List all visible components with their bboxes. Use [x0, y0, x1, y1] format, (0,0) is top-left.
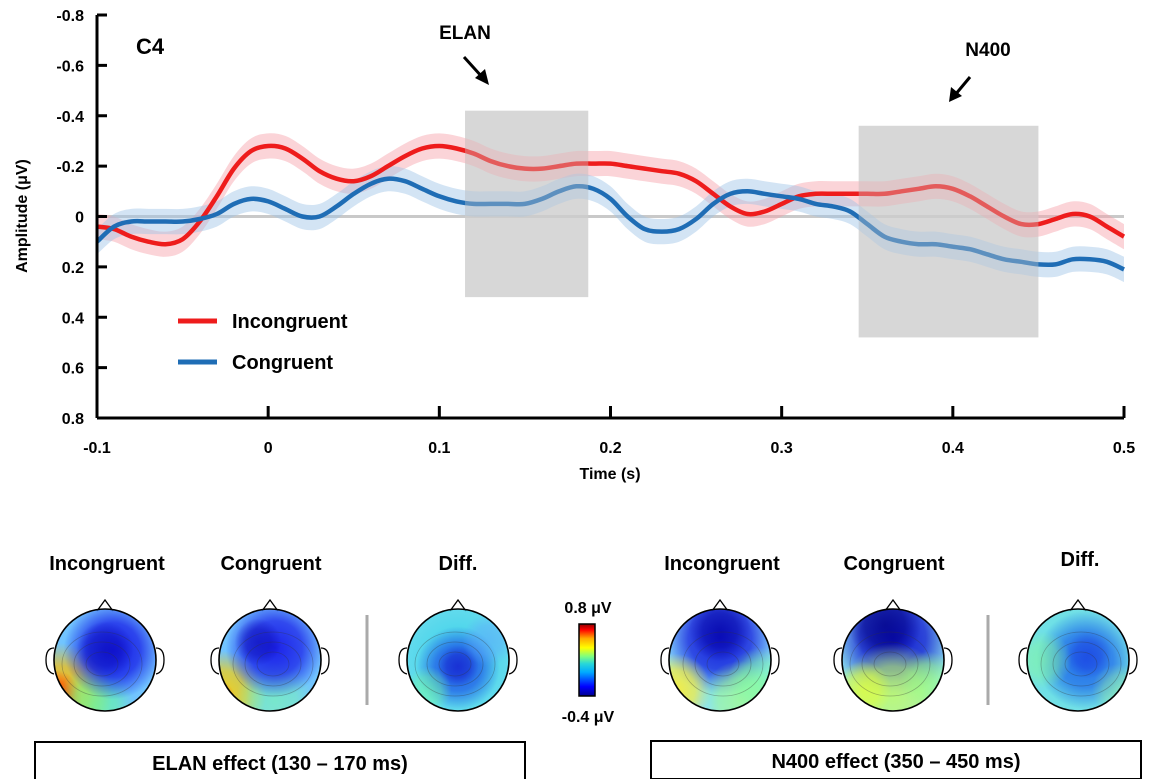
x-ticks: -0.1 0 0.1 0.2 0.3 0.4 0.5: [83, 406, 1135, 457]
topomap-field: [842, 609, 944, 711]
topomap-elan-diff: [398, 598, 518, 712]
right-ear-icon: [770, 647, 780, 675]
topomap-field: [1027, 609, 1129, 711]
left-ear-icon: [1018, 647, 1028, 675]
x-tick-label: 0: [264, 440, 273, 457]
error-band-incongruent: [97, 133, 1124, 257]
analysis-window-overlay-n400: [858, 125, 1039, 338]
left-ear-icon: [660, 647, 670, 675]
elan-diff-title: Diff.: [439, 553, 478, 575]
elan-arrow-icon: [462, 55, 489, 85]
y-ticks: -0.8 -0.6 -0.4 -0.2 0 0.2 0.4 0.6 0.8: [56, 8, 107, 428]
topomap-n400-congruent: [833, 598, 953, 712]
n400-diff-title: Diff.: [1061, 549, 1100, 571]
elan-annotation-label: ELAN: [439, 23, 491, 44]
left-ear-icon: [45, 647, 55, 675]
nose-icon: [449, 598, 467, 612]
n400-incongruent-title: Incongruent: [664, 553, 780, 575]
y-tick-label: -0.6: [56, 58, 84, 75]
elan-caption-text: ELAN effect (130 – 170 ms): [152, 753, 408, 775]
left-ear-icon: [398, 647, 408, 675]
x-tick-label: 0.5: [1113, 440, 1135, 457]
topomap-n400-diff: [1018, 598, 1138, 712]
y-tick-label: 0.2: [62, 260, 84, 277]
elan-incongruent-title: Incongruent: [49, 553, 165, 575]
x-tick-label: -0.1: [83, 440, 111, 457]
left-ear-icon: [833, 647, 843, 675]
topomap-field: [219, 609, 321, 711]
colorbar-min-label: -0.4 μV: [562, 709, 615, 726]
left-ear-icon: [210, 647, 220, 675]
n400-annotation-label: N400: [965, 40, 1010, 61]
y-tick-label: 0.6: [62, 361, 84, 378]
head-outline: [1026, 608, 1130, 712]
nose-icon: [711, 598, 729, 612]
n400-caption-box: N400 effect (350 – 450 ms): [650, 740, 1142, 779]
right-ear-icon: [320, 647, 330, 675]
topomap-elan-incongruent: [45, 598, 165, 712]
chart-title: C4: [136, 34, 165, 59]
erp-waveform-panel: -0.8 -0.6 -0.4 -0.2 0 0.2 0.4 0.6 0.8 -0.1 0 0.1 0.…: [14, 8, 1135, 483]
nose-icon: [884, 598, 902, 612]
head-outline: [668, 608, 772, 712]
head-outline: [218, 608, 322, 712]
y-axis-title: Amplitude (μV): [14, 159, 31, 273]
y-tick-label: 0: [75, 210, 84, 227]
x-tick-label: 0.1: [428, 440, 450, 457]
x-tick-label: 0.2: [599, 440, 621, 457]
colorbar: 0.8 μV -0.4 μV: [562, 600, 615, 726]
topomap-n400-incongruent: [660, 598, 780, 712]
n400-caption-text: N400 effect (350 – 450 ms): [771, 751, 1020, 773]
topomap-elan-congruent: [210, 598, 330, 712]
topography-section: Incongruent Congruent Diff. Incongruent …: [34, 549, 1142, 779]
annotations: ELAN N400: [439, 23, 1011, 102]
analysis-windows: [465, 110, 1039, 338]
y-tick-label: -0.8: [56, 8, 84, 25]
topomap-field: [407, 609, 509, 711]
y-tick-label: -0.4: [56, 109, 84, 126]
colorbar-max-label: 0.8 μV: [564, 600, 611, 617]
right-ear-icon: [1128, 647, 1138, 675]
n400-arrow-icon: [949, 76, 972, 102]
nose-icon: [261, 598, 279, 612]
elan-congruent-title: Congruent: [220, 553, 321, 575]
x-tick-label: 0.4: [942, 440, 964, 457]
series-lines: [95, 110, 1126, 338]
right-ear-icon: [943, 647, 953, 675]
legend-label-incongruent: Incongruent: [232, 311, 348, 333]
n400-congruent-title: Congruent: [843, 553, 944, 575]
head-outline: [406, 608, 510, 712]
y-tick-label: 0.8: [62, 411, 84, 428]
legend: Incongruent Congruent: [178, 311, 348, 374]
x-axis-title: Time (s): [579, 466, 640, 483]
right-ear-icon: [508, 647, 518, 675]
legend-label-congruent: Congruent: [232, 352, 333, 374]
analysis-window-overlay-elan: [465, 110, 589, 298]
right-ear-icon: [155, 647, 165, 675]
topomap-field: [669, 609, 771, 711]
colorbar-gradient: [578, 623, 596, 697]
series-line-congruent: [95, 176, 1125, 272]
nose-icon: [1069, 598, 1087, 612]
head-outline: [53, 608, 157, 712]
y-tick-label: -0.2: [56, 159, 84, 176]
x-tick-label: 0.3: [771, 440, 793, 457]
head-outline: [841, 608, 945, 712]
topomap-field: [54, 609, 156, 711]
elan-caption-box: ELAN effect (130 – 170 ms): [34, 741, 526, 779]
analysis-window-n400: [858, 125, 1039, 338]
nose-icon: [96, 598, 114, 612]
series-line-incongruent: [96, 143, 1126, 247]
topographic-maps: [45, 598, 1138, 712]
y-tick-label: 0.4: [62, 310, 84, 327]
